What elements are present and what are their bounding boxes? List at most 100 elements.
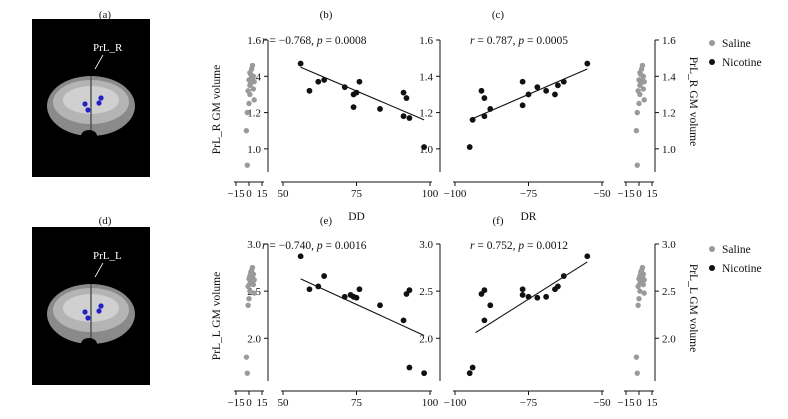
roi-marker	[96, 100, 102, 106]
saline-point	[246, 100, 252, 107]
saline-point	[634, 370, 640, 376]
legend-marker-nicotine	[709, 265, 715, 271]
nicotine-point	[525, 91, 532, 98]
nicotine-point	[478, 87, 485, 94]
brain-label: PrL_R	[93, 42, 123, 54]
nicotine-point	[421, 144, 428, 150]
brain-image: PrL_L	[32, 227, 150, 385]
saline-point	[636, 77, 642, 83]
legend-label: Nicotine	[722, 263, 762, 275]
nicotine-point	[534, 294, 541, 301]
distribution-x-tick-label: 0	[246, 397, 252, 409]
saline-point	[637, 288, 643, 294]
nicotine-point	[481, 95, 488, 101]
saline-point	[251, 277, 257, 283]
correlation-annotation: r = −0.768, p = 0.0008	[262, 35, 367, 47]
right-y-tick-label: 1.4	[662, 71, 676, 83]
x-tick-label: −50	[593, 397, 611, 409]
saline-point	[641, 290, 647, 296]
panel-letter: (f)	[493, 215, 504, 227]
nicotine-point	[543, 293, 550, 300]
nicotine-point	[466, 144, 473, 150]
x-tick-label: 75	[351, 188, 363, 200]
nicotine-point	[525, 293, 532, 300]
x-axis-label: DD	[348, 211, 365, 223]
saline-point	[250, 86, 257, 92]
y-tick-label: 1.6	[247, 35, 261, 47]
y-tick-label: 3.0	[247, 239, 261, 251]
saline-point	[244, 370, 250, 376]
distribution-x-tick-label: 0	[636, 397, 642, 409]
saline-point	[251, 97, 257, 103]
nicotine-point	[321, 273, 328, 279]
saline-point	[633, 128, 640, 134]
roi-marker	[82, 101, 88, 107]
nicotine-point	[466, 370, 473, 377]
saline-point	[635, 88, 641, 94]
saline-point	[243, 128, 250, 134]
brain-image: PrL_R	[32, 19, 150, 177]
nicotine-point	[341, 293, 348, 300]
nicotine-point	[315, 283, 322, 290]
nicotine-point	[481, 113, 488, 120]
saline-point	[244, 162, 250, 168]
nicotine-point	[487, 302, 494, 309]
nicotine-point	[555, 283, 561, 290]
saline-point	[251, 290, 257, 296]
nicotine-point	[469, 116, 476, 123]
saline-point	[636, 100, 642, 107]
brain-label: PrL_L	[93, 250, 122, 262]
saline-point	[635, 302, 641, 308]
nicotine-point	[584, 253, 591, 260]
nicotine-point	[306, 286, 313, 293]
nicotine-point	[519, 102, 526, 109]
right-y-tick-label: 2.0	[662, 333, 676, 345]
nicotine-point	[356, 286, 363, 293]
nicotine-point	[552, 91, 558, 98]
saline-point	[246, 77, 252, 83]
x-tick-label: 50	[278, 188, 290, 200]
x-tick-label: −75	[520, 397, 538, 409]
legend-label: Saline	[722, 38, 751, 50]
y-tick-label: 1.6	[419, 35, 433, 47]
nicotine-point	[406, 364, 413, 371]
x-tick-label: 100	[422, 188, 439, 200]
y-tick-label: 1.0	[419, 144, 433, 156]
saline-point	[640, 73, 647, 79]
distribution-x-tick-label: −15	[617, 188, 635, 200]
saline-point	[247, 273, 253, 279]
panel-letter: (d)	[99, 215, 112, 227]
correlation-annotation: r = 0.787, p = 0.0005	[470, 35, 568, 47]
distribution-x-tick-label: 0	[636, 188, 642, 200]
nicotine-point	[560, 273, 567, 279]
distribution-x-tick-label: 0	[246, 188, 252, 200]
saline-point	[641, 79, 647, 85]
distribution-x-tick-label: −15	[617, 397, 635, 409]
y-tick-label: 1.4	[419, 71, 433, 83]
nicotine-point	[356, 78, 363, 85]
x-tick-label: −100	[444, 397, 467, 409]
nicotine-point	[400, 89, 407, 96]
distribution-x-tick-label: 15	[647, 397, 659, 409]
y-tick-label: 1.2	[247, 108, 261, 120]
saline-point	[249, 62, 256, 69]
roi-marker	[85, 107, 91, 113]
nicotine-point	[584, 60, 591, 67]
brain-label-pointer	[94, 262, 104, 278]
saline-point	[634, 109, 640, 116]
saline-point	[247, 69, 253, 76]
panel-letter: (a)	[99, 9, 112, 21]
legend-marker-saline	[709, 40, 715, 46]
nicotine-point	[487, 106, 494, 112]
y-tick-label: 1.2	[419, 108, 433, 120]
nicotine-point	[297, 253, 304, 260]
brain-notch	[81, 130, 97, 142]
legend-label: Nicotine	[722, 57, 762, 69]
nicotine-point	[350, 104, 357, 111]
nicotine-point	[534, 84, 541, 91]
roi-marker	[96, 308, 102, 314]
saline-point	[246, 295, 252, 302]
legend-marker-nicotine	[709, 59, 715, 65]
nicotine-point	[519, 78, 526, 85]
